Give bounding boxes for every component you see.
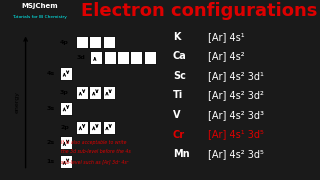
Bar (90, 51, 102, 64)
Text: 1s: 1s (46, 159, 54, 164)
Bar (104, 51, 116, 64)
Bar (102, 36, 115, 48)
Text: Mn: Mn (173, 149, 189, 159)
Text: Sc: Sc (173, 71, 186, 81)
Text: the 3d sub-level before the 4s: the 3d sub-level before the 4s (61, 149, 131, 154)
Bar (76, 121, 88, 134)
Bar (102, 86, 115, 99)
Text: Electron configurations: Electron configurations (81, 2, 317, 20)
Text: MSJChem: MSJChem (21, 3, 58, 9)
Text: Tutorials for IB Chemistry: Tutorials for IB Chemistry (12, 15, 67, 19)
Text: Ca: Ca (173, 51, 187, 61)
Text: [Ar] 4s² 3d²: [Ar] 4s² 3d² (208, 90, 264, 100)
Bar (130, 51, 142, 64)
Bar (60, 67, 72, 80)
Text: [Ar] 4s² 3d⁵: [Ar] 4s² 3d⁵ (208, 149, 264, 159)
Bar (76, 86, 88, 99)
Text: 2p: 2p (60, 125, 69, 130)
Text: 3s: 3s (46, 106, 54, 111)
Bar (143, 51, 156, 64)
Text: 4s: 4s (46, 71, 54, 76)
Text: 3d: 3d (77, 55, 86, 60)
Text: energy: energy (15, 91, 20, 113)
Text: 4p: 4p (60, 40, 69, 44)
Text: Ti: Ti (173, 90, 183, 100)
Text: [Ar] 4s¹: [Ar] 4s¹ (208, 32, 244, 42)
Text: 2s: 2s (46, 140, 54, 145)
Text: [Ar] 4s¹ 3d⁵: [Ar] 4s¹ 3d⁵ (208, 130, 264, 140)
Text: Cr: Cr (173, 130, 185, 140)
Bar (60, 136, 72, 149)
Bar (89, 36, 101, 48)
Text: 3p: 3p (60, 90, 69, 95)
Bar (60, 155, 72, 168)
Text: [Ar] 4s² 3d¹: [Ar] 4s² 3d¹ (208, 71, 264, 81)
Text: [Ar] 4s² 3d³: [Ar] 4s² 3d³ (208, 110, 264, 120)
Text: sub-level such as [Ar] 3d¹ 4s²: sub-level such as [Ar] 3d¹ 4s² (61, 159, 128, 164)
Bar (89, 86, 101, 99)
Bar (60, 102, 72, 115)
Bar (117, 51, 129, 64)
Text: [Ar] 4s²: [Ar] 4s² (208, 51, 244, 61)
Text: It is also acceptable to write: It is also acceptable to write (61, 140, 126, 145)
Text: K: K (173, 32, 180, 42)
Bar (76, 36, 88, 48)
Bar (102, 121, 115, 134)
Text: V: V (173, 110, 180, 120)
Bar (89, 121, 101, 134)
